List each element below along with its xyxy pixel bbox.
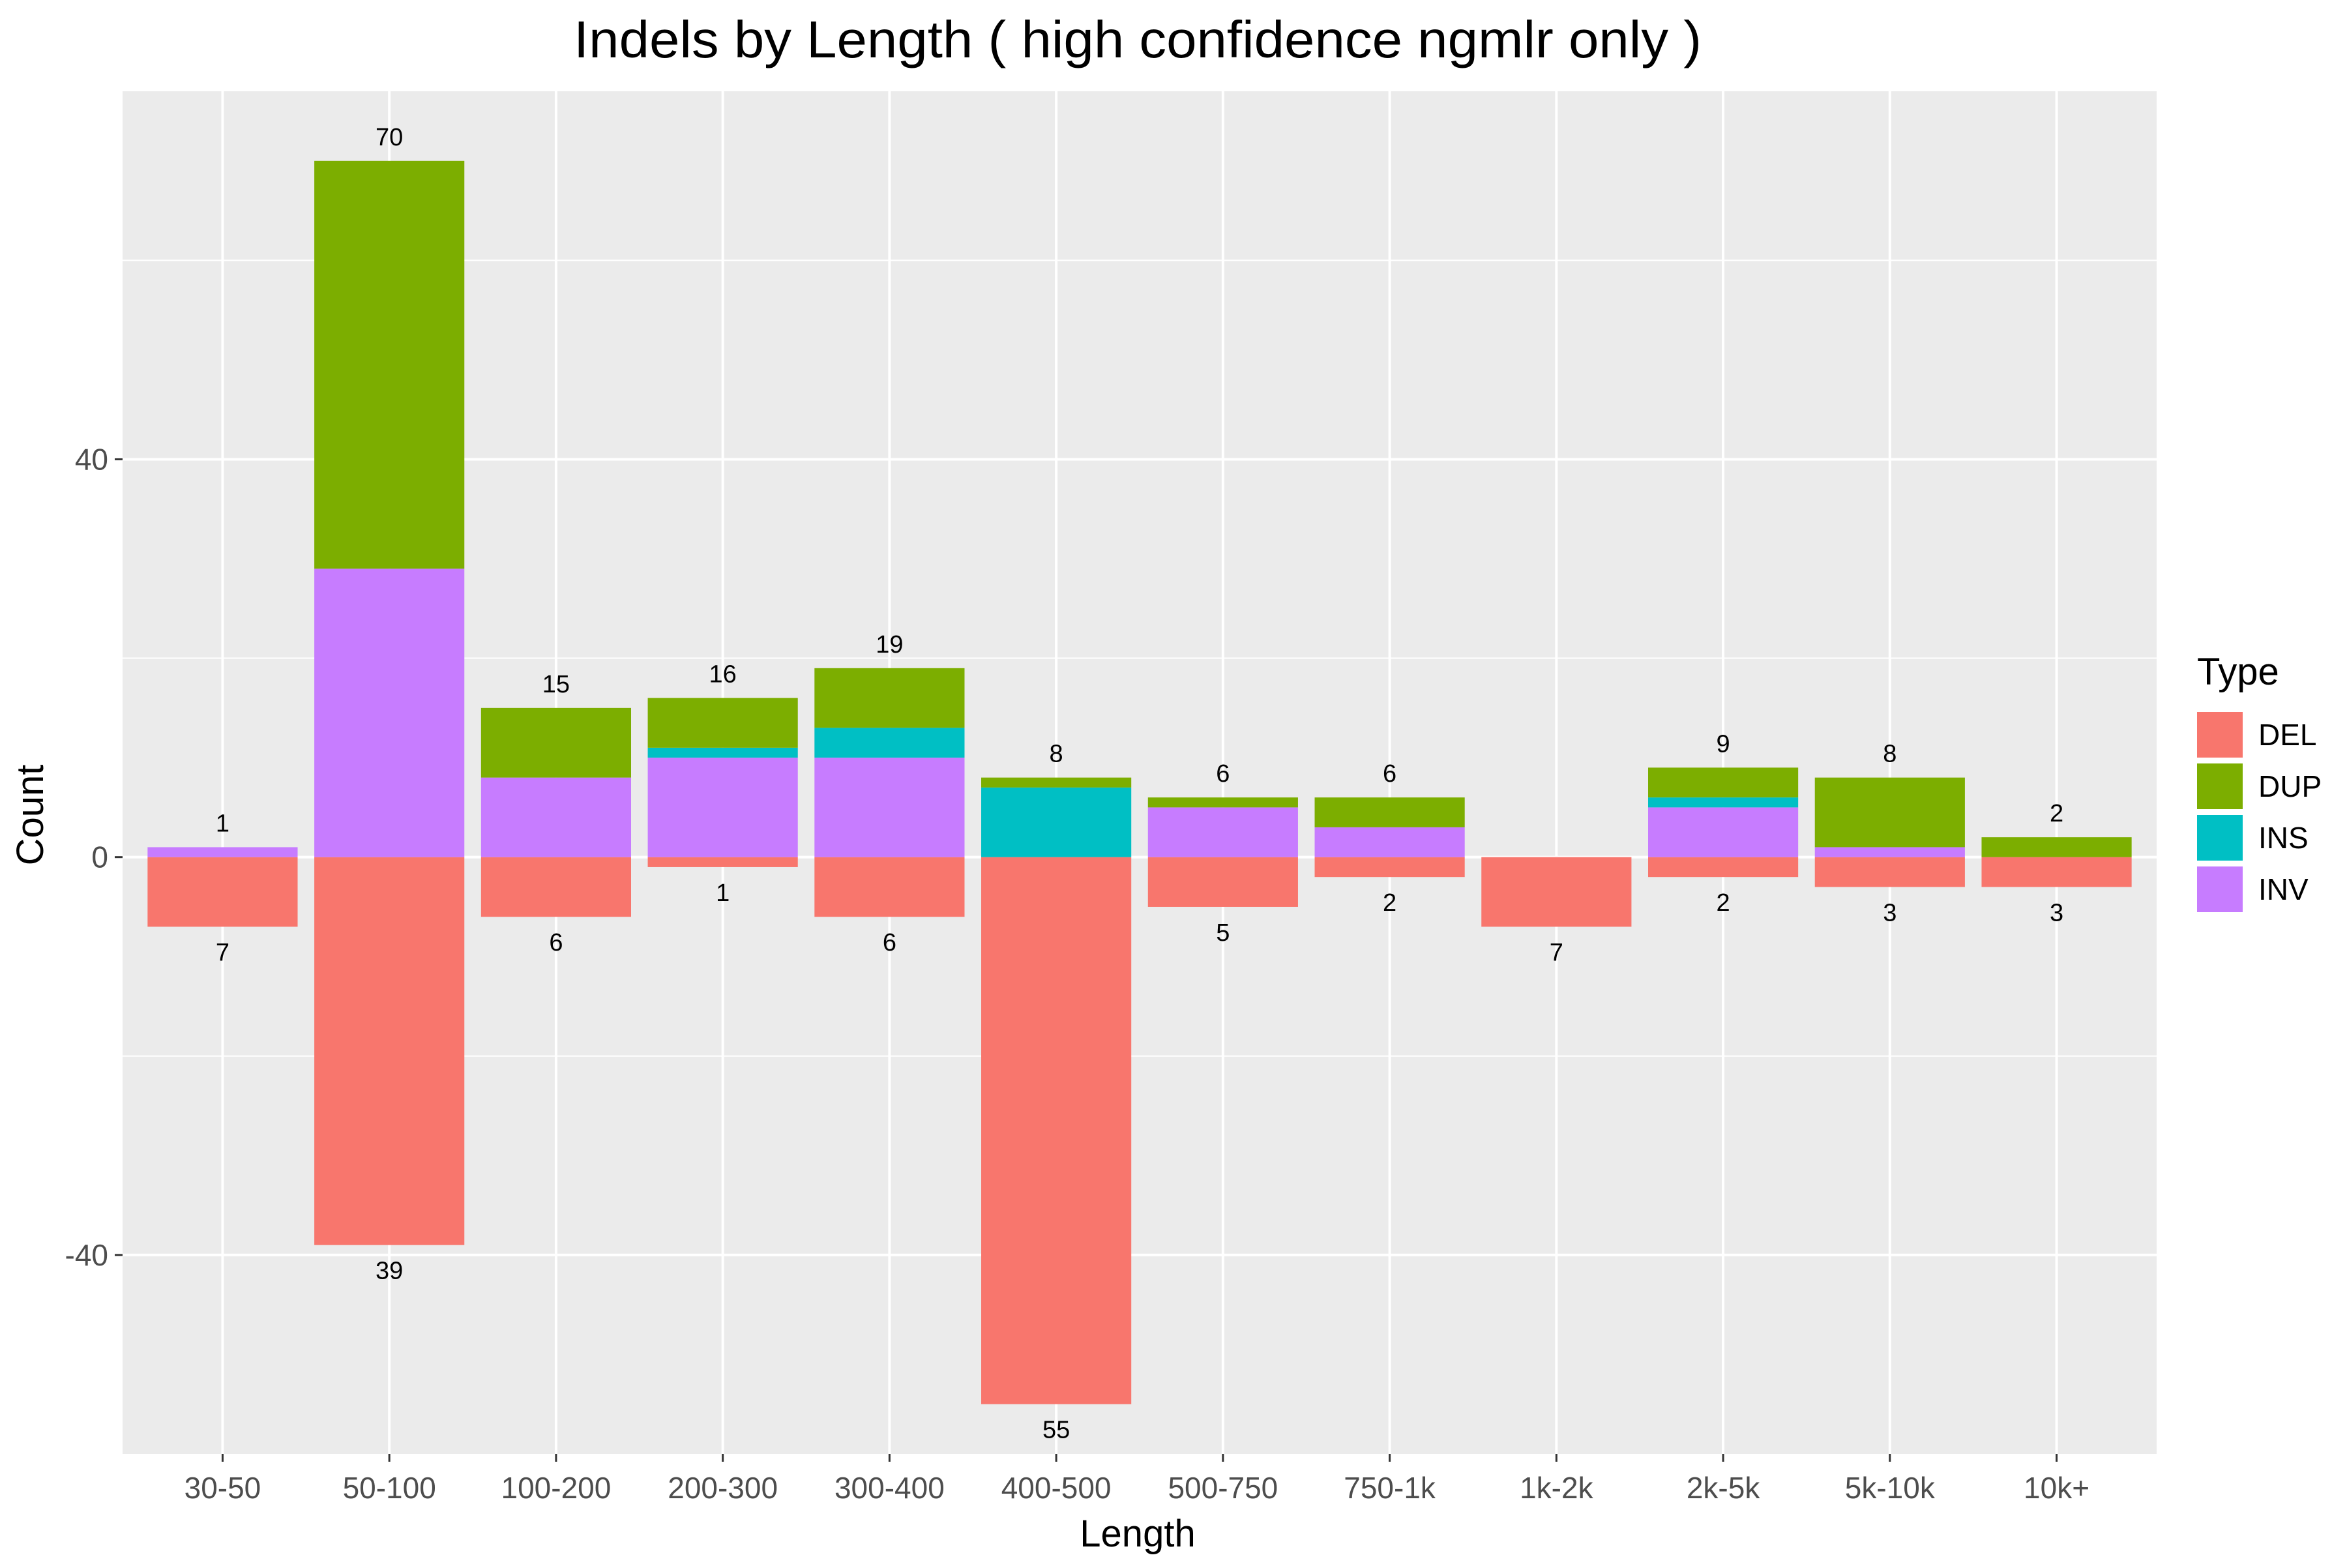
- legend-title: Type: [2197, 651, 2279, 693]
- x-tick-label: 200-300: [668, 1471, 778, 1505]
- bar-del: [1648, 857, 1799, 878]
- y-axis-title: Count: [9, 765, 52, 866]
- y-tick-label: 0: [91, 840, 108, 874]
- x-tick-label: 100-200: [501, 1471, 612, 1505]
- legend-swatch-inv: [2197, 866, 2243, 912]
- y-tick-label: 40: [75, 442, 108, 476]
- bar-del: [981, 857, 1132, 1404]
- legend: Type DEL DUP INS INV: [2197, 651, 2322, 912]
- bar-inv: [1314, 827, 1465, 857]
- data-label-top: 6: [1383, 760, 1396, 788]
- x-tick-label: 750-1k: [1344, 1471, 1436, 1505]
- bar-del: [480, 857, 631, 917]
- legend-swatch-del: [2197, 712, 2243, 758]
- bar-dup: [314, 160, 465, 569]
- data-label-bottom: 7: [1550, 939, 1563, 966]
- x-tick-label: 10k+: [2024, 1471, 2089, 1505]
- bar-dup: [1981, 837, 2132, 857]
- data-label-bottom: 2: [1383, 889, 1396, 917]
- bar-inv: [1648, 807, 1799, 857]
- bar-dup: [480, 707, 631, 778]
- chart-title: Indels by Length ( high confidence ngmlr…: [574, 10, 1702, 68]
- legend-items: DEL DUP INS INV: [2197, 712, 2322, 912]
- bar-dup: [1147, 797, 1298, 808]
- data-label-bottom: 7: [216, 939, 229, 966]
- x-axis-title: Length: [1080, 1513, 1195, 1555]
- x-tick-label: 300-400: [834, 1471, 945, 1505]
- bar-dup: [647, 698, 798, 748]
- bar-ins: [1648, 797, 1799, 808]
- data-label-top: 19: [876, 631, 903, 658]
- legend-label-del: DEL: [2258, 718, 2316, 752]
- data-label-bottom: 2: [1717, 889, 1730, 917]
- data-label-top: 1: [216, 810, 229, 837]
- x-axis: 30-50 50-100 100-200 200-300 300-400 400-500 5…: [185, 1454, 2089, 1505]
- data-label-bottom: 6: [883, 929, 896, 956]
- bar-dup: [1814, 777, 1965, 848]
- x-tick-label: 50-100: [343, 1471, 436, 1505]
- bar-dup: [1648, 767, 1799, 798]
- data-label-top: 16: [709, 661, 737, 688]
- data-label-top: 15: [542, 671, 570, 698]
- legend-label-inv: INV: [2258, 872, 2309, 906]
- legend-swatch-dup: [2197, 763, 2243, 809]
- bar-del: [314, 857, 465, 1245]
- y-tick-label: -40: [65, 1238, 108, 1272]
- data-label-top: 8: [1883, 741, 1897, 768]
- bar-inv: [147, 847, 298, 857]
- data-label-top: 9: [1717, 730, 1730, 758]
- data-labels: 1 7 70 39 15 6 16 1 19 6 8 55 6 5 6 2 7 9 2 8 3 2 3: [216, 124, 2063, 1444]
- bar-del: [147, 857, 298, 927]
- bar-ins: [814, 728, 965, 758]
- data-label-bottom: 3: [2050, 899, 2063, 926]
- data-label-bottom: 1: [716, 880, 730, 907]
- bar-inv: [1147, 807, 1298, 857]
- bar-inv: [314, 569, 465, 857]
- data-label-top: 8: [1050, 741, 1063, 768]
- legend-label-ins: INS: [2258, 821, 2309, 855]
- data-label-top: 70: [376, 124, 403, 151]
- legend-swatch-ins: [2197, 815, 2243, 861]
- bar-del: [1981, 857, 2132, 887]
- x-tick-label: 500-750: [1168, 1471, 1278, 1505]
- data-label-bottom: 39: [376, 1258, 403, 1285]
- bar-dup: [814, 668, 965, 728]
- bar-del: [1147, 857, 1298, 907]
- data-label-top: 2: [2050, 800, 2063, 827]
- bar-inv: [1814, 847, 1965, 857]
- bar-series: [147, 160, 2132, 1404]
- bar-del: [647, 857, 798, 867]
- data-label-bottom: 55: [1042, 1417, 1070, 1444]
- x-tick-label: 400-500: [1001, 1471, 1112, 1505]
- bar-inv: [814, 758, 965, 857]
- bar-ins: [981, 787, 1132, 857]
- bar-del: [1314, 857, 1465, 878]
- bar-inv: [647, 758, 798, 857]
- data-label-bottom: 3: [1883, 899, 1897, 926]
- x-tick-label: 2k-5k: [1687, 1471, 1760, 1505]
- bar-del: [1814, 857, 1965, 887]
- x-tick-label: 1k-2k: [1520, 1471, 1593, 1505]
- bar-del: [1481, 857, 1632, 927]
- x-tick-label: 30-50: [185, 1471, 261, 1505]
- bar-ins: [647, 747, 798, 758]
- data-label-bottom: 6: [549, 929, 563, 956]
- bar-dup: [981, 777, 1132, 788]
- y-axis: -40 0 40: [65, 442, 123, 1272]
- x-tick-label: 5k-10k: [1845, 1471, 1936, 1505]
- bar-inv: [480, 777, 631, 857]
- data-label-top: 6: [1216, 760, 1230, 788]
- legend-label-dup: DUP: [2258, 769, 2322, 803]
- bar-del: [814, 857, 965, 917]
- bar-dup: [1314, 797, 1465, 827]
- data-label-bottom: 5: [1216, 919, 1230, 947]
